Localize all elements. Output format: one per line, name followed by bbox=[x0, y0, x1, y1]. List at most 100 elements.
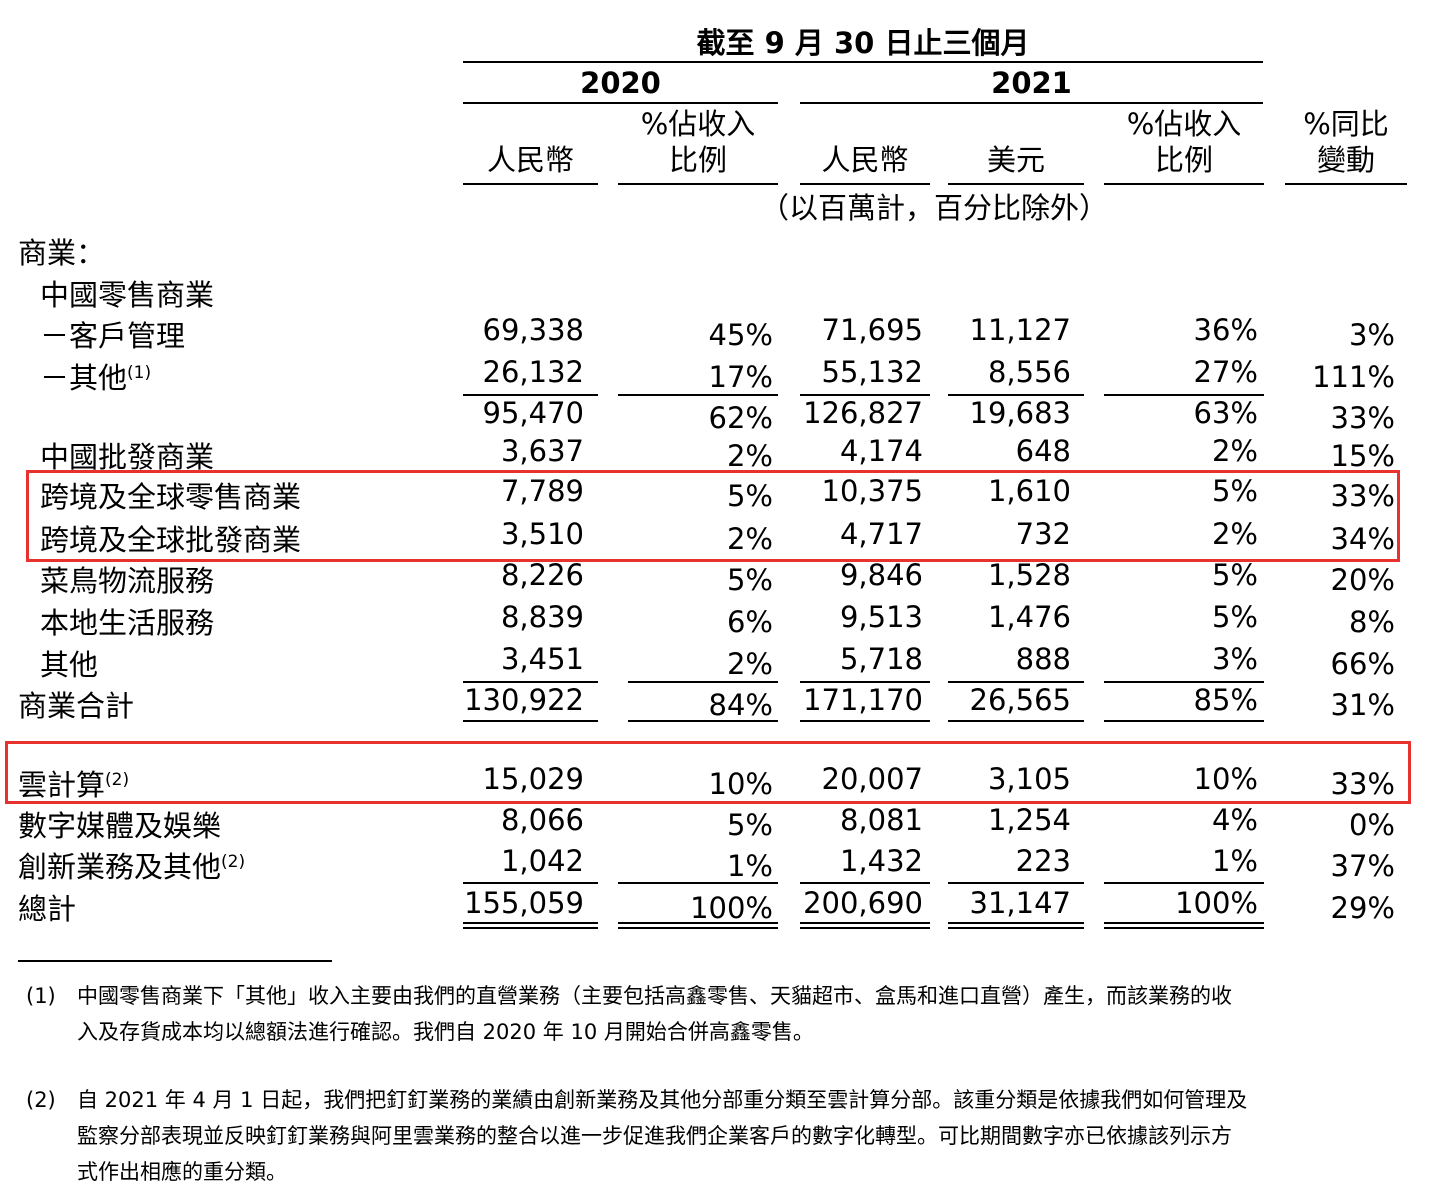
row-label: 創新業務及其他(2) bbox=[18, 844, 245, 886]
footnote-2-line-1: 自 2021 年 4 月 1 日起，我們把釘釘業務的業績由創新業務及其他分部重分… bbox=[77, 1088, 1248, 1112]
year-2020-rule bbox=[463, 102, 778, 104]
col-rule-rmb-2021 bbox=[800, 183, 930, 185]
cell-rmb-2021: 1,432 bbox=[839, 844, 923, 878]
col-pct-2020-l2: 比例 bbox=[668, 143, 727, 177]
subtotal-rule-rmb-2021 bbox=[800, 394, 930, 396]
commerce-total-bottom-rule-usd-2021 bbox=[948, 720, 1084, 722]
cell-pct-2020: 5% bbox=[726, 479, 773, 513]
cell-pct-2020: 6% bbox=[726, 605, 773, 639]
footnote-2-mark: (2) bbox=[26, 1088, 56, 1112]
col-rmb-2021: 人民幣 bbox=[800, 142, 930, 178]
cell-pct-2021: 5% bbox=[1211, 558, 1258, 592]
cell-rmb-2020: 8,226 bbox=[500, 558, 584, 592]
footnote-ref: (2) bbox=[105, 770, 130, 790]
cell-pct-2021: 10% bbox=[1193, 762, 1258, 796]
footnote-ref: (1) bbox=[127, 363, 152, 383]
cell-pct-2020: 17% bbox=[708, 360, 773, 394]
col-pct-2021: %佔收入 比例 bbox=[1104, 106, 1264, 178]
row-label-text: 其他 bbox=[40, 648, 99, 682]
total-top-rule-usd-2021 bbox=[948, 882, 1084, 884]
cell-rmb-2021: 200,690 bbox=[803, 886, 923, 920]
cell-yoy: 3% bbox=[1348, 318, 1395, 352]
cell-usd-2021: 3,105 bbox=[987, 762, 1071, 796]
row-label: 中國零售商業 bbox=[40, 272, 214, 314]
subtotal-rule-rmb-2020 bbox=[463, 394, 598, 396]
row-label-text: 商業合計 bbox=[18, 689, 135, 723]
cell-pct-2020: 2% bbox=[726, 439, 773, 473]
total-double-rule-2-pct-2021 bbox=[1104, 927, 1264, 929]
total-double-rule-1-pct-2021 bbox=[1104, 922, 1264, 924]
row-label: 菜鳥物流服務 bbox=[40, 558, 214, 600]
cell-usd-2021: 26,565 bbox=[969, 683, 1071, 717]
row-label: 總計 bbox=[18, 886, 76, 928]
cell-yoy: 37% bbox=[1330, 849, 1395, 883]
total-double-rule-2-rmb-2021 bbox=[800, 927, 930, 929]
row-label-text: 本地生活服務 bbox=[40, 606, 215, 640]
cell-pct-2021: 2% bbox=[1211, 517, 1258, 551]
cell-usd-2021: 648 bbox=[1015, 434, 1071, 468]
row-label-text: 跨境及全球零售商業 bbox=[40, 480, 302, 514]
cell-pct-2020: 1% bbox=[726, 849, 773, 883]
period-header: 截至 9 月 30 日止三個月 bbox=[696, 26, 1030, 60]
col-usd-2021-text: 美元 bbox=[986, 143, 1045, 177]
cell-rmb-2021: 10,375 bbox=[821, 474, 923, 508]
commerce-total-bottom-rule-rmb-2020 bbox=[463, 720, 598, 722]
cell-usd-2021: 1,254 bbox=[987, 803, 1071, 837]
highlight-box-cloud bbox=[5, 741, 1411, 804]
cell-pct-2021: 85% bbox=[1193, 683, 1258, 717]
total-double-rule-2-usd-2021 bbox=[948, 927, 1084, 929]
cell-yoy: 34% bbox=[1330, 522, 1395, 556]
col-pct-2021-l2: 比例 bbox=[1154, 143, 1213, 177]
cell-yoy: 33% bbox=[1330, 767, 1395, 801]
total-top-rule-pct-2021 bbox=[1104, 882, 1264, 884]
total-top-rule-pct-2020 bbox=[618, 882, 778, 884]
cell-yoy: 0% bbox=[1348, 808, 1395, 842]
cell-pct-2020: 84% bbox=[708, 688, 773, 722]
cell-pct-2020: 5% bbox=[726, 563, 773, 597]
cell-rmb-2021: 9,513 bbox=[839, 600, 923, 634]
cell-pct-2020: 45% bbox=[708, 318, 773, 352]
row-label: 中國批發商業 bbox=[40, 434, 214, 476]
row-label-text: 總計 bbox=[18, 892, 77, 926]
footnote-2-line-3: 式作出相應的重分類。 bbox=[77, 1160, 287, 1184]
cell-rmb-2021: 20,007 bbox=[821, 762, 923, 796]
year-2020-header: 2020 bbox=[580, 66, 661, 100]
col-rmb-2020: 人民幣 bbox=[463, 142, 598, 178]
col-rule-usd-2021 bbox=[948, 183, 1084, 185]
cell-yoy: 111% bbox=[1312, 360, 1395, 394]
cell-pct-2021: 4% bbox=[1211, 803, 1258, 837]
row-label-text: 數字媒體及娛樂 bbox=[18, 809, 222, 843]
cell-pct-2021: 1% bbox=[1211, 844, 1258, 878]
row-label-text: 創新業務及其他 bbox=[18, 850, 222, 884]
row-label-text: 跨境及全球批發商業 bbox=[40, 523, 302, 557]
commerce-total-top-rule-pct-2021 bbox=[1104, 681, 1264, 683]
col-pct-2021-l1: %佔收入 bbox=[1126, 107, 1242, 141]
cell-usd-2021: 1,610 bbox=[987, 474, 1071, 508]
units-note: （以百萬計，百分比除外） bbox=[760, 191, 1109, 225]
col-rmb-2021-text: 人民幣 bbox=[821, 143, 909, 177]
col-rule-pct-2020 bbox=[618, 183, 778, 185]
cell-yoy: 31% bbox=[1330, 688, 1395, 722]
cell-rmb-2020: 3,637 bbox=[500, 434, 584, 468]
total-double-rule-2-pct-2020 bbox=[618, 927, 778, 929]
cell-rmb-2020: 15,029 bbox=[482, 762, 584, 796]
col-yoy-l1: %同比 bbox=[1303, 107, 1389, 141]
cell-yoy: 8% bbox=[1348, 605, 1395, 639]
cell-rmb-2020: 1,042 bbox=[500, 844, 584, 878]
cell-usd-2021: 1,476 bbox=[987, 600, 1071, 634]
cell-rmb-2021: 5,718 bbox=[839, 642, 923, 676]
commerce-total-bottom-rule-rmb-2021 bbox=[800, 720, 930, 722]
cell-rmb-2021: 71,695 bbox=[821, 313, 923, 347]
cell-rmb-2020: 3,451 bbox=[500, 642, 584, 676]
col-rule-pct-2021 bbox=[1104, 183, 1264, 185]
cell-usd-2021: 11,127 bbox=[969, 313, 1071, 347]
cell-rmb-2021: 4,717 bbox=[839, 517, 923, 551]
year-2021-rule bbox=[800, 102, 1263, 104]
total-double-rule-1-rmb-2021 bbox=[800, 922, 930, 924]
cell-pct-2021: 100% bbox=[1175, 886, 1258, 920]
cell-rmb-2020: 95,470 bbox=[482, 396, 584, 430]
period-rule bbox=[463, 61, 1263, 63]
highlight-box-cross-border bbox=[26, 470, 1400, 562]
cell-pct-2020: 2% bbox=[726, 522, 773, 556]
commerce-total-top-rule-rmb-2020 bbox=[463, 681, 598, 683]
